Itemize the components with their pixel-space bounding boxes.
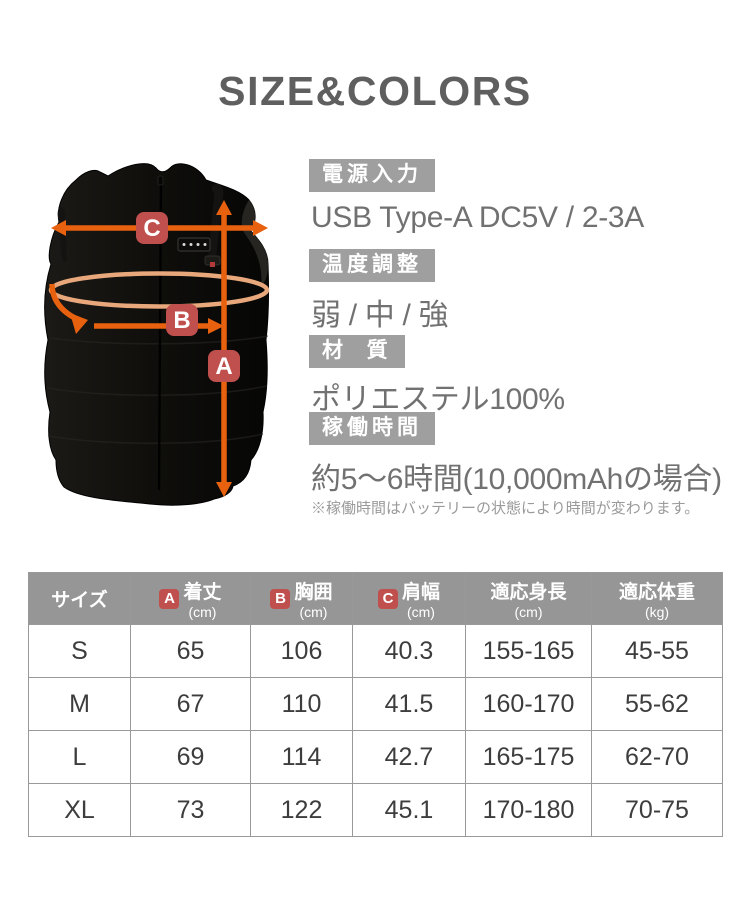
svg-text:C: C [143, 215, 160, 242]
svg-text:B: B [173, 307, 190, 334]
svg-text:A: A [215, 353, 232, 380]
